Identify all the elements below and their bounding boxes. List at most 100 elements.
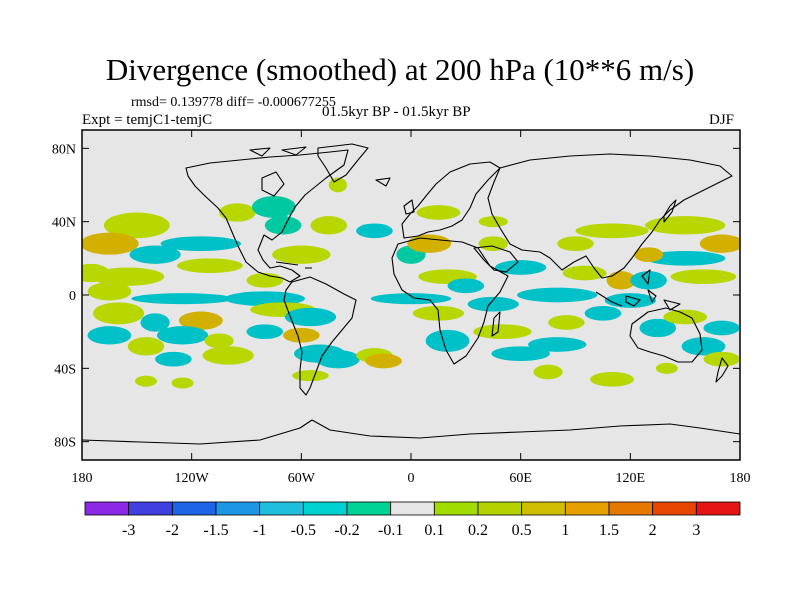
colorbar-swatch bbox=[564, 501, 610, 516]
lat-label: 40N bbox=[52, 216, 76, 231]
anomaly-region-72 bbox=[670, 269, 737, 284]
anomaly-region-49 bbox=[425, 329, 470, 352]
coastline-hudson-bay bbox=[261, 171, 285, 197]
anomaly-region-29 bbox=[284, 307, 337, 327]
anomaly-region-7 bbox=[87, 282, 132, 301]
anomaly-region-65 bbox=[703, 320, 740, 336]
lon-label: 60E bbox=[509, 471, 532, 486]
anomaly-region-35 bbox=[292, 370, 329, 382]
anomaly-region-33 bbox=[315, 350, 360, 369]
anomaly-region-46 bbox=[495, 260, 547, 275]
colorbar-label: -3 bbox=[122, 522, 135, 539]
axis-layer: 80N 40N 0 40S 80S 180 120W 60W 0 60E 120E 180 bbox=[52, 130, 751, 486]
lat-label: 40S bbox=[54, 362, 76, 377]
anomaly-region-11 bbox=[178, 311, 223, 330]
anomaly-region-44 bbox=[370, 293, 452, 305]
colorbar: -3 -2 -1.5 -1 -0.5 -0.2 -0.1 0.1 0.2 0.5 1 1.5 2 3 bbox=[84, 501, 741, 539]
anomaly-region-40 bbox=[478, 236, 508, 252]
coastline-madagascar bbox=[491, 311, 501, 337]
colorbar-label: -2 bbox=[166, 522, 179, 539]
coastline-japan bbox=[663, 199, 677, 223]
colorbar-label: 0.2 bbox=[468, 522, 488, 539]
season-label: DJF bbox=[709, 112, 735, 128]
anomaly-region-61 bbox=[604, 293, 656, 308]
anomaly-region-56 bbox=[584, 306, 622, 321]
colorbar-swatch bbox=[652, 501, 697, 516]
experiment-label: Expt = temjC1-temjC bbox=[82, 112, 213, 128]
colorbar-label: 0.5 bbox=[512, 522, 532, 539]
colorbar-label: 1 bbox=[561, 522, 569, 539]
period-label: 01.5kyr BP - 01.5kyr BP bbox=[322, 104, 471, 120]
colorbar-swatch bbox=[433, 501, 479, 516]
anomaly-region-21 bbox=[251, 196, 296, 218]
colorbar-swatch bbox=[521, 501, 566, 516]
anomaly-region-70 bbox=[699, 234, 740, 253]
lon-label: 120W bbox=[175, 471, 210, 486]
anomaly-region-5 bbox=[91, 267, 165, 286]
colorbar-swatch bbox=[128, 501, 173, 516]
anomaly-region-52 bbox=[527, 337, 587, 352]
anomaly-region-10 bbox=[140, 313, 170, 332]
colorbar-swatch bbox=[346, 501, 392, 516]
anomaly-region-55 bbox=[590, 372, 634, 387]
anomaly-region-19 bbox=[171, 377, 194, 389]
anomaly-region-22 bbox=[264, 216, 302, 235]
anomaly-region-16 bbox=[155, 351, 192, 367]
coastline-layer bbox=[82, 143, 740, 445]
anomaly-region-71 bbox=[644, 251, 726, 266]
lon-label: 60W bbox=[288, 471, 316, 486]
anomaly-region-4 bbox=[160, 236, 242, 252]
lat-label: 80S bbox=[54, 436, 76, 451]
colorbar-label: 0.1 bbox=[424, 522, 444, 539]
anomaly-region-42 bbox=[478, 216, 508, 228]
colorbar-label: -0.1 bbox=[378, 522, 403, 539]
anomaly-region-20 bbox=[219, 203, 256, 222]
coastline-british-isles bbox=[375, 177, 415, 215]
coastline-arabia bbox=[473, 245, 519, 273]
anomaly-region-63 bbox=[663, 309, 708, 325]
anomaly-region-54 bbox=[533, 364, 563, 380]
coastline-antarctica bbox=[82, 419, 740, 445]
anomaly-region-0 bbox=[103, 212, 170, 239]
anomaly-region-53 bbox=[548, 315, 585, 330]
coastline-africa bbox=[391, 237, 509, 365]
coastline-north-america bbox=[185, 149, 349, 283]
anomaly-region-8 bbox=[131, 293, 234, 305]
anomaly-region-68 bbox=[575, 223, 649, 239]
rmsd-diff-stats: rmsd= 0.139778 diff= -0.000677255 bbox=[131, 95, 336, 110]
anomaly-region-25 bbox=[272, 245, 331, 264]
lon-label: 0 bbox=[408, 471, 415, 486]
anomaly-region-36 bbox=[365, 353, 402, 369]
colorbar-swatch bbox=[171, 501, 217, 516]
colorbar-swatch bbox=[608, 501, 654, 516]
lat-label: 80N bbox=[52, 142, 76, 157]
colorbar-label: -1 bbox=[253, 522, 266, 539]
colorbar-label: -0.5 bbox=[291, 522, 316, 539]
lon-label: 180 bbox=[730, 471, 751, 486]
coastline-south-america bbox=[283, 276, 357, 396]
lon-label: 120E bbox=[616, 471, 646, 486]
lat-label: 0 bbox=[69, 289, 76, 304]
anomaly-region-37 bbox=[356, 223, 393, 239]
colorbar-swatch bbox=[477, 501, 523, 516]
anomaly-region-13 bbox=[156, 326, 209, 345]
colorbar-swatch bbox=[390, 501, 435, 516]
anomaly-region-57 bbox=[517, 287, 598, 303]
anomaly-region-6 bbox=[177, 258, 243, 273]
anomaly-region-51 bbox=[491, 346, 550, 361]
anomaly-region-62 bbox=[639, 318, 677, 338]
anomaly-region-73 bbox=[557, 236, 594, 252]
anomaly-region-1 bbox=[82, 232, 139, 255]
anomaly-region-41 bbox=[416, 205, 461, 220]
anomaly-region-58 bbox=[562, 265, 607, 281]
coastline-greenland bbox=[317, 143, 369, 183]
anomaly-layer bbox=[82, 177, 740, 389]
coastline-arctic-islands bbox=[249, 146, 307, 157]
anomaly-region-9 bbox=[92, 302, 145, 325]
anomaly-region-50 bbox=[473, 324, 532, 339]
colorbar-swatch bbox=[302, 501, 348, 516]
colorbar-swatch bbox=[695, 501, 741, 516]
coastline-new-zealand bbox=[715, 357, 729, 383]
anomaly-region-14 bbox=[127, 337, 165, 356]
